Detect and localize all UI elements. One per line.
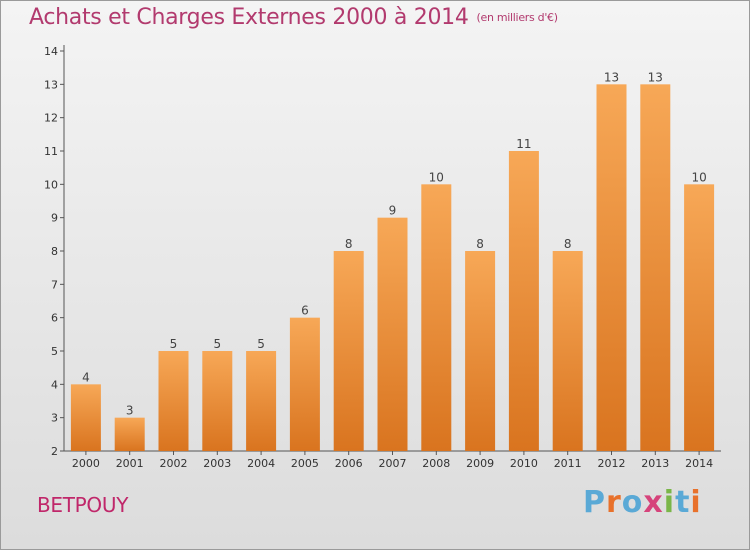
bar-2008 bbox=[421, 184, 452, 452]
chart-title-text: Achats et Charges Externes 2000 à 2014 bbox=[29, 5, 469, 30]
x-tick-label: 2013 bbox=[641, 457, 669, 470]
bar-value-label: 5 bbox=[170, 337, 178, 351]
x-tick-label: 2010 bbox=[510, 457, 538, 470]
y-tick-label: 7 bbox=[51, 278, 58, 291]
x-tick-label: 2001 bbox=[116, 457, 144, 470]
y-tick-label: 6 bbox=[51, 312, 58, 325]
bar-value-label: 6 bbox=[301, 304, 309, 318]
x-tick-label: 2012 bbox=[598, 457, 626, 470]
logo-letter: P bbox=[583, 485, 606, 520]
bar-2009 bbox=[465, 251, 496, 451]
x-tick-label: 2009 bbox=[466, 457, 494, 470]
bar-2000 bbox=[70, 384, 101, 451]
bar-2005 bbox=[289, 317, 320, 451]
commune-name: BETPOUY bbox=[37, 493, 129, 517]
bar-2006 bbox=[333, 251, 364, 451]
bar-2003 bbox=[202, 351, 233, 451]
y-tick-label: 14 bbox=[44, 45, 58, 58]
x-tick-label: 2014 bbox=[685, 457, 713, 470]
y-tick-label: 11 bbox=[44, 145, 58, 158]
y-tick-label: 9 bbox=[51, 212, 58, 225]
bar-value-label: 8 bbox=[564, 237, 572, 251]
y-tick-label: 13 bbox=[44, 78, 58, 91]
bar-value-label: 5 bbox=[213, 337, 221, 351]
chart-bars bbox=[70, 84, 715, 452]
logo-letter: r bbox=[606, 485, 622, 520]
y-tick-label: 10 bbox=[44, 178, 58, 191]
logo-letter: i bbox=[663, 485, 676, 520]
x-tick-label: 2002 bbox=[160, 457, 188, 470]
y-tick-label: 3 bbox=[51, 412, 58, 425]
x-tick-label: 2011 bbox=[554, 457, 582, 470]
x-tick-label: 2008 bbox=[422, 457, 450, 470]
x-tick-label: 2006 bbox=[335, 457, 363, 470]
logo-letter: t bbox=[675, 485, 691, 520]
bar-2007 bbox=[377, 217, 408, 451]
bar-value-label: 13 bbox=[604, 70, 619, 84]
bar-2002 bbox=[158, 351, 189, 451]
y-tick-label: 12 bbox=[44, 112, 58, 125]
bar-2010 bbox=[508, 151, 539, 451]
y-tick-label: 2 bbox=[51, 445, 58, 458]
y-tick-label: 4 bbox=[51, 378, 58, 391]
bar-value-label: 11 bbox=[516, 137, 531, 151]
x-tick-label: 2007 bbox=[379, 457, 407, 470]
bar-2014 bbox=[684, 184, 715, 452]
bar-2011 bbox=[552, 251, 583, 451]
logo-letter: o bbox=[621, 485, 644, 520]
chart-axes: 2 3 4 5 6 7 8 9 10 11 12 13 14 2000 2001 2002 2003 2004 20… bbox=[44, 45, 721, 470]
x-tick-label: 2000 bbox=[72, 457, 100, 470]
bar-2013 bbox=[640, 84, 671, 451]
bar-2012 bbox=[596, 84, 627, 451]
bar-value-label: 10 bbox=[429, 170, 444, 184]
bar-2004 bbox=[246, 351, 277, 451]
bar-value-label: 8 bbox=[345, 237, 353, 251]
logo-letter: x bbox=[643, 485, 664, 520]
bar-2001 bbox=[114, 417, 145, 451]
bar-value-label: 4 bbox=[82, 370, 90, 384]
proxiti-logo: Proxiti bbox=[583, 485, 702, 520]
bar-value-label: 8 bbox=[476, 237, 484, 251]
bar-value-label: 9 bbox=[389, 204, 397, 218]
logo-letter: i bbox=[690, 485, 702, 520]
bar-value-label: 13 bbox=[648, 70, 663, 84]
x-tick-label: 2003 bbox=[203, 457, 231, 470]
x-tick-label: 2005 bbox=[291, 457, 319, 470]
chart-title: Achats et Charges Externes 2000 à 2014 (e… bbox=[29, 5, 558, 30]
chart-subtitle: (en milliers d'€) bbox=[476, 11, 558, 24]
bar-value-label: 3 bbox=[126, 404, 134, 418]
chart-data-labels: 4 3 5 5 5 6 8 9 10 8 11 8 13 13 10 bbox=[82, 70, 707, 417]
bar-value-label: 10 bbox=[691, 170, 706, 184]
y-tick-label: 5 bbox=[51, 345, 58, 358]
bar-value-label: 5 bbox=[257, 337, 265, 351]
y-tick-label: 8 bbox=[51, 245, 58, 258]
x-tick-label: 2004 bbox=[247, 457, 275, 470]
